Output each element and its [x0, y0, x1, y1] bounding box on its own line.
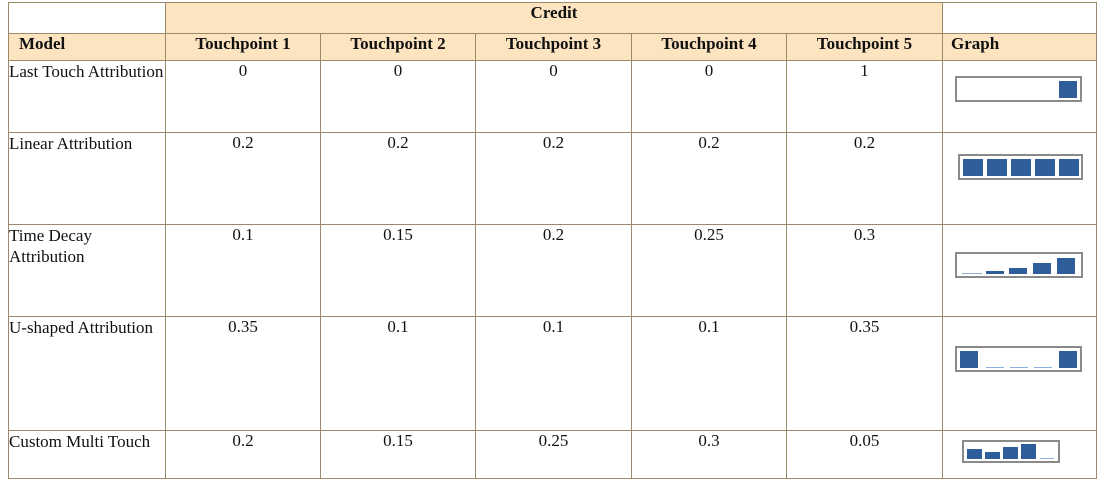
- header-row-columns: Model Touchpoint 1 Touchpoint 2 Touchpoi…: [8, 33, 1098, 61]
- credit-header: Credit: [164, 2, 944, 34]
- graph-bar: [967, 449, 983, 459]
- graph-bar: [1059, 159, 1080, 176]
- graph-bar: [960, 351, 979, 368]
- model-name-cell: Linear Attribution: [8, 132, 166, 225]
- graph-bar: [987, 159, 1008, 176]
- touchpoint-5-header: Touchpoint 5: [785, 33, 944, 61]
- table-row: Linear Attribution 0.2 0.2 0.2 0.2 0.2: [8, 132, 1098, 225]
- touchpoint-2-header: Touchpoint 2: [320, 33, 476, 61]
- graph-bar: [1057, 258, 1076, 274]
- graph-frame: [962, 440, 1061, 463]
- attribution-table: Credit Model Touchpoint 1 Touchpoint 2 T…: [8, 2, 1098, 479]
- graph-bar: [1034, 367, 1053, 368]
- model-name-cell: Custom Multi Touch: [8, 430, 166, 479]
- graph-bar: [1059, 81, 1078, 98]
- table-row: Last Touch Attribution 0 0 0 0 1: [8, 60, 1098, 133]
- header-blank-cell: [8, 2, 166, 34]
- graph-bar: [1035, 159, 1056, 176]
- graph-bar: [962, 273, 983, 274]
- graph-bar: [986, 367, 1005, 368]
- header-blank-cell: [942, 2, 1098, 34]
- credit-value-cell: 0.35: [165, 316, 321, 431]
- credit-value-cell: 0: [165, 60, 321, 133]
- table-row: Custom Multi Touch 0.2 0.15 0.25 0.3 0.0…: [8, 430, 1098, 479]
- credit-value-cell: 0.2: [475, 132, 632, 225]
- graph-bar: [1011, 159, 1032, 176]
- graph-frame: [955, 346, 1083, 372]
- graph-bar: [1033, 263, 1052, 274]
- credit-value-cell: 0.05: [785, 430, 944, 479]
- credit-value-cell: 0.3: [631, 430, 787, 479]
- credit-value-cell: 0.1: [320, 316, 476, 431]
- table-row: U-shaped Attribution 0.35 0.1 0.1 0.1 0.…: [8, 316, 1098, 431]
- graph-frame: [955, 252, 1084, 278]
- touchpoint-3-header: Touchpoint 3: [475, 33, 632, 61]
- graph-cell: [942, 224, 1098, 317]
- credit-value-cell: 0.1: [165, 224, 321, 317]
- graph-bar: [1059, 351, 1078, 368]
- graph-frame: [958, 154, 1084, 180]
- credit-value-cell: 0: [475, 60, 632, 133]
- model-column-header: Model: [8, 33, 166, 61]
- graph-bar: [963, 159, 984, 176]
- model-name-cell: U-shaped Attribution: [8, 316, 166, 431]
- credit-value-cell: 0.25: [475, 430, 632, 479]
- credit-value-cell: 0.2: [785, 132, 944, 225]
- graph-bar: [1021, 444, 1037, 459]
- credit-value-cell: 1: [785, 60, 944, 133]
- header-row-credit: Credit: [8, 2, 1098, 34]
- credit-value-cell: 0.2: [320, 132, 476, 225]
- credit-value-cell: 0: [320, 60, 476, 133]
- graph-bar: [1003, 447, 1019, 459]
- graph-frame: [955, 76, 1083, 102]
- table-row: Time Decay Attribution 0.1 0.15 0.2 0.25…: [8, 224, 1098, 317]
- credit-value-cell: 0.1: [475, 316, 632, 431]
- graph-bar: [985, 452, 1001, 459]
- graph-column-header: Graph: [942, 33, 1098, 61]
- graph-cell: [942, 316, 1098, 431]
- credit-value-cell: 0.2: [165, 132, 321, 225]
- credit-value-cell: 0.15: [320, 224, 476, 317]
- credit-value-cell: 0.35: [785, 316, 944, 431]
- graph-bar: [1010, 367, 1029, 368]
- credit-value-cell: 0.15: [320, 430, 476, 479]
- credit-value-cell: 0.2: [475, 224, 632, 317]
- graph-cell: [942, 132, 1098, 225]
- graph-bar: [1040, 458, 1055, 459]
- credit-value-cell: 0.25: [631, 224, 787, 317]
- credit-value-cell: 0.2: [165, 430, 321, 479]
- credit-value-cell: 0.3: [785, 224, 944, 317]
- model-name-cell: Time Decay Attribution: [8, 224, 166, 317]
- credit-value-cell: 0.2: [631, 132, 787, 225]
- credit-value-cell: 0.1: [631, 316, 787, 431]
- credit-value-cell: 0: [631, 60, 787, 133]
- graph-cell: [942, 430, 1098, 479]
- graph-bar: [986, 271, 1005, 274]
- touchpoint-1-header: Touchpoint 1: [165, 33, 321, 61]
- graph-cell: [942, 60, 1098, 133]
- touchpoint-4-header: Touchpoint 4: [631, 33, 787, 61]
- model-name-cell: Last Touch Attribution: [8, 60, 166, 133]
- graph-bar: [1009, 268, 1028, 274]
